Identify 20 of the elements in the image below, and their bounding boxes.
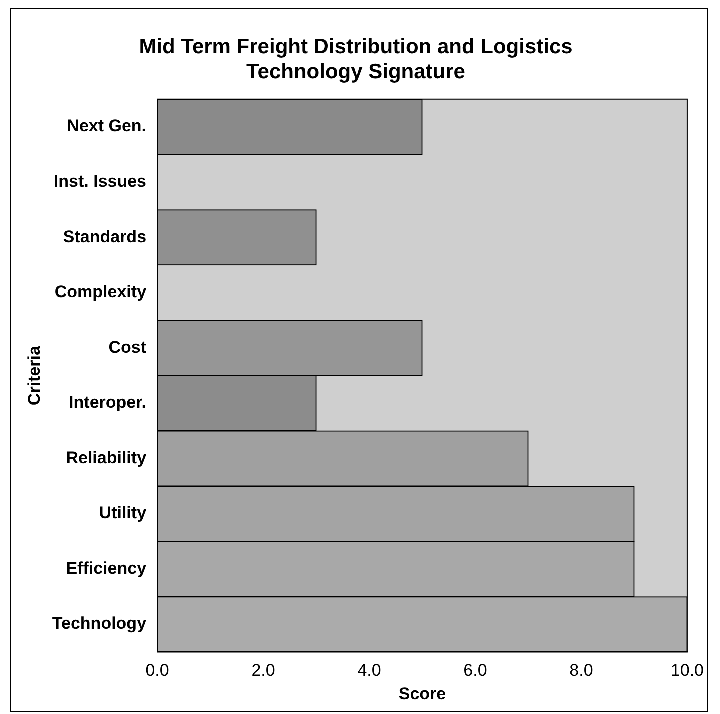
- x-tick-label: 4.0: [358, 661, 382, 680]
- x-tick-label: 8.0: [570, 661, 594, 680]
- y-tick-label: Utility: [99, 504, 148, 523]
- x-tick-label: 0.0: [146, 661, 170, 680]
- x-tick-label: 10.0: [670, 661, 704, 680]
- x-axis-title: Score: [398, 684, 446, 704]
- y-tick-label: Next Gen.: [67, 116, 147, 136]
- x-tick-label: 2.0: [252, 661, 276, 680]
- y-tick-label: Standards: [63, 227, 147, 246]
- y-tick-label: Interoper.: [69, 393, 147, 412]
- y-tick-label: Reliability: [66, 448, 148, 468]
- y-tick-label: Cost: [108, 338, 147, 357]
- y-tick-label: Technology: [52, 614, 148, 634]
- x-tick-label: 6.0: [464, 661, 488, 680]
- y-axis-title: Criteria: [24, 345, 44, 406]
- y-tick-label: Inst. Issues: [54, 172, 147, 192]
- y-tick-label: Efficiency: [66, 558, 148, 578]
- y-tick-label: Complexity: [54, 282, 148, 302]
- text: Technology Signature: [246, 60, 466, 84]
- text: Mid Term Freight Distribution and Logistics: [139, 35, 573, 58]
